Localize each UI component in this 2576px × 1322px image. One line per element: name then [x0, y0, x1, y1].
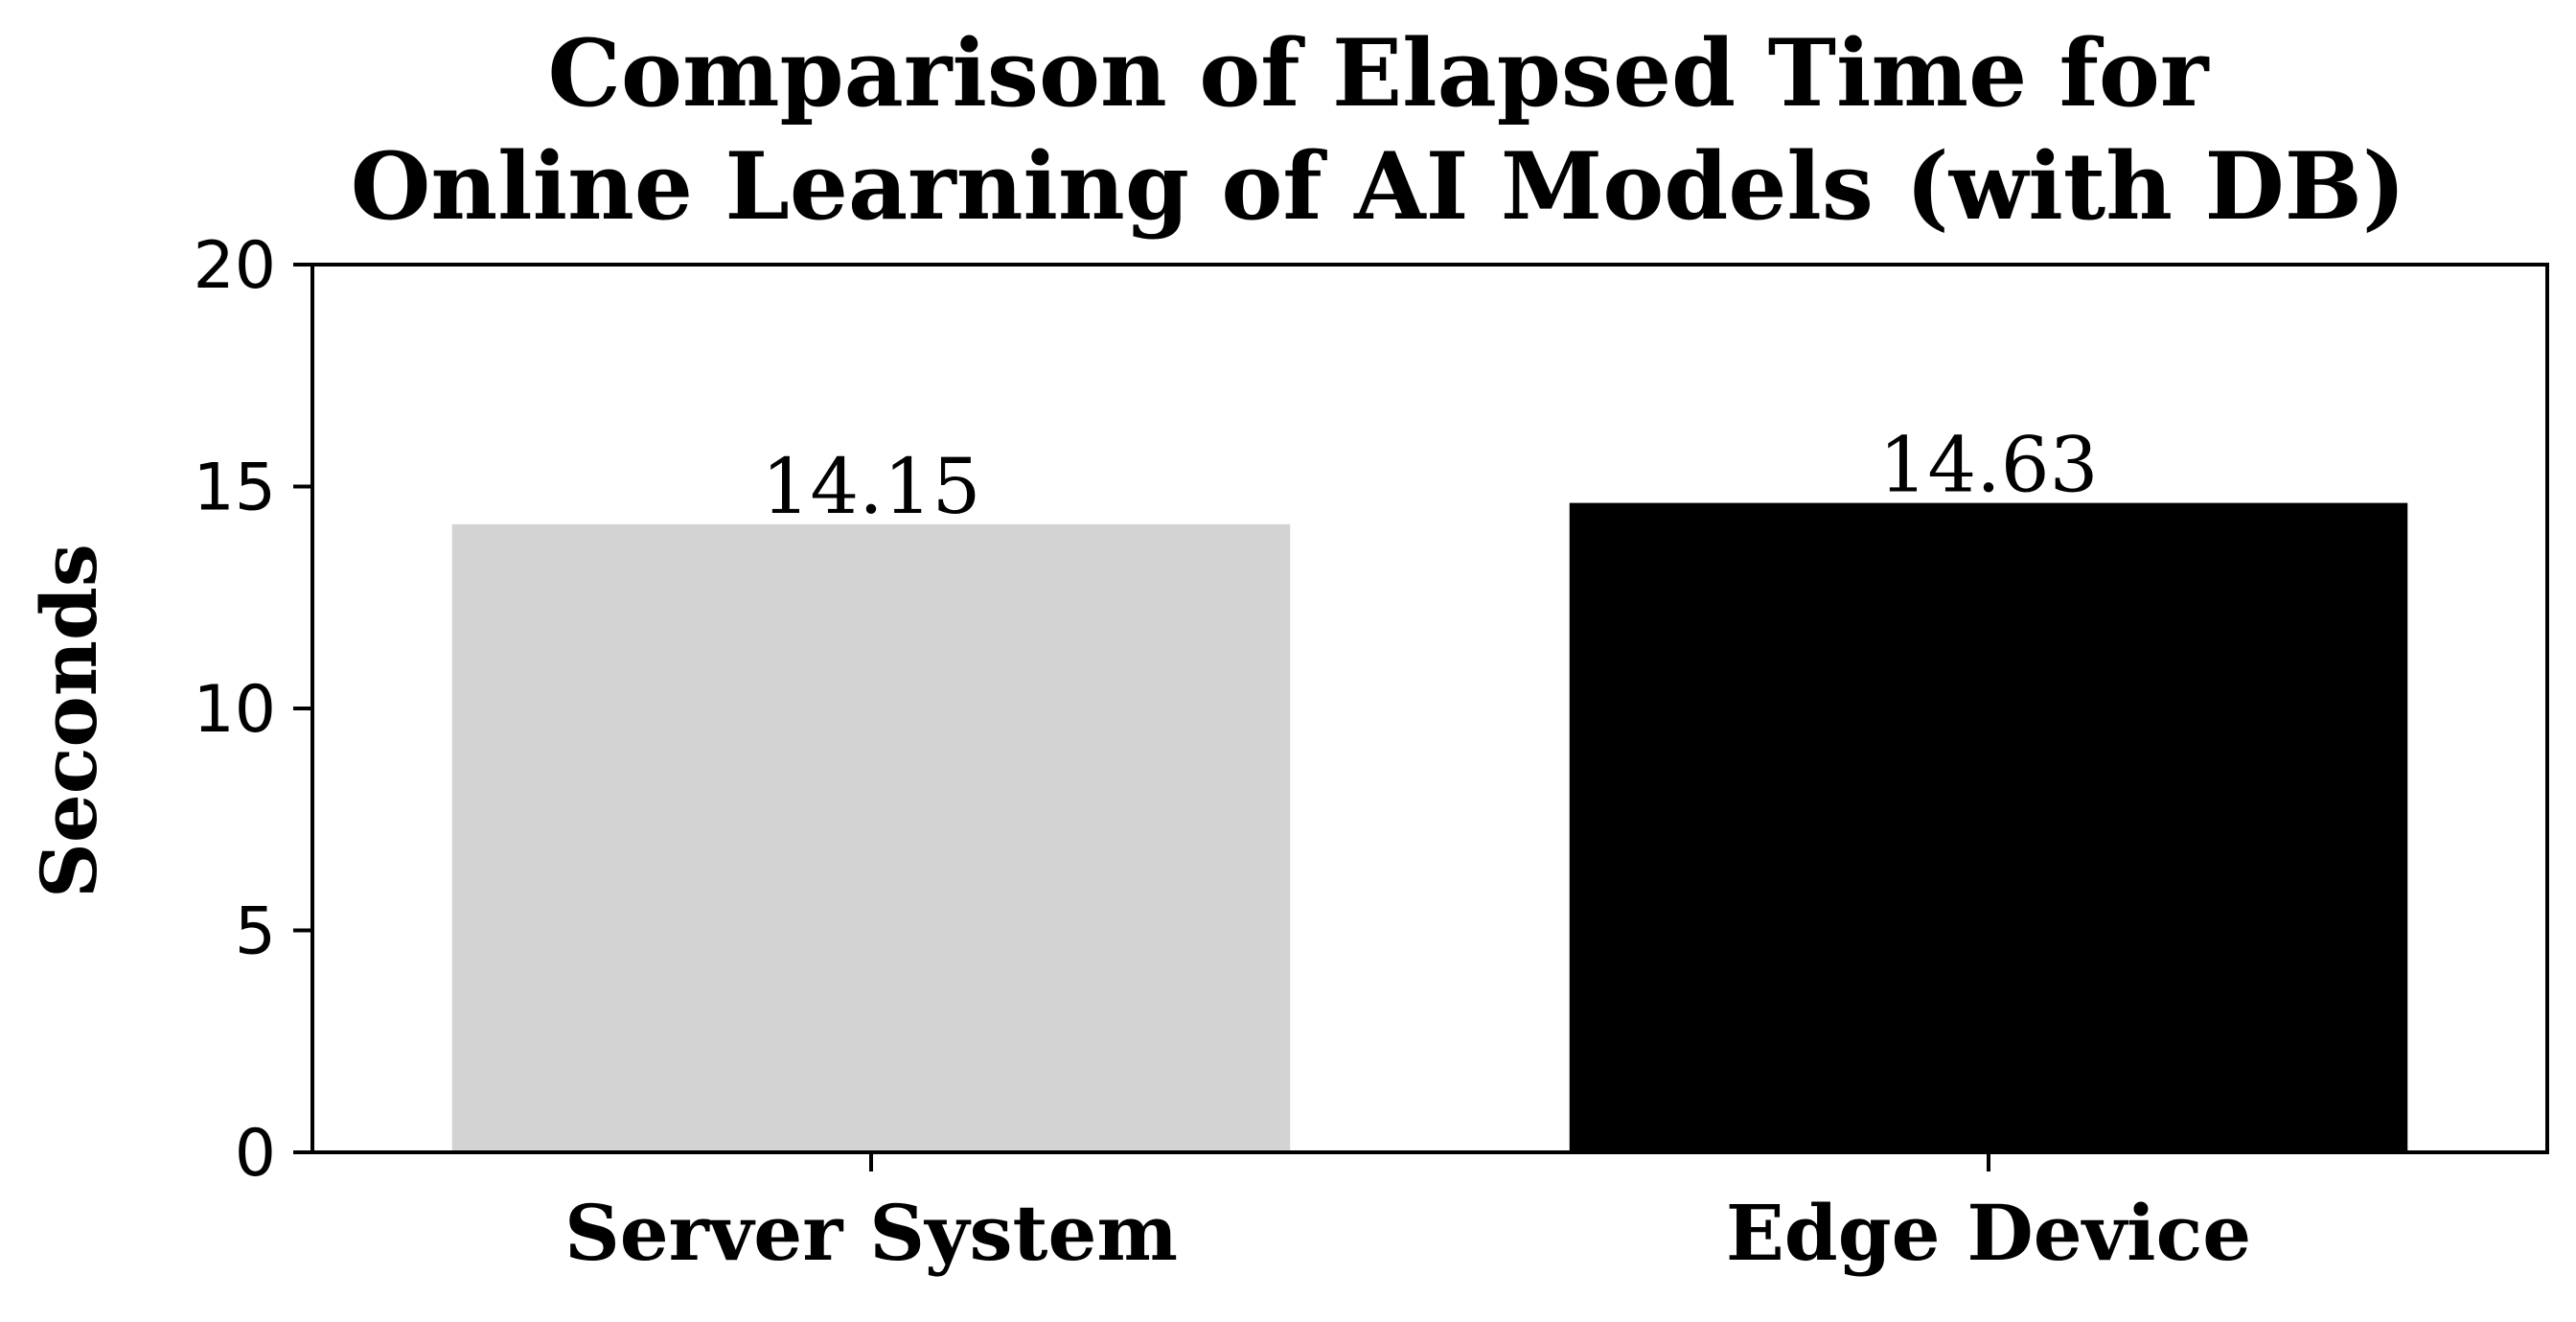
bars-group: [451, 502, 2408, 1152]
data-labels-group: 14.15 14.63: [761, 421, 2098, 531]
x-tick-label: Server System: [564, 1188, 1178, 1278]
x-axis-ticks: Server System Edge Device: [564, 1152, 2251, 1278]
chart-title-line-2: Online Learning of AI Models (with DB): [351, 132, 2406, 241]
chart-title-line-1: Comparison of Elapsed Time for: [548, 19, 2210, 128]
y-tick-label: 15: [193, 451, 276, 526]
y-tick-label: 0: [235, 1116, 276, 1192]
y-tick-label: 20: [193, 228, 276, 304]
x-tick-label: Edge Device: [1726, 1188, 2251, 1278]
y-tick-label: 5: [235, 894, 276, 970]
y-tick-label: 10: [193, 672, 276, 748]
bar-edge-device: [1569, 502, 2408, 1152]
data-label-edge-device: 14.63: [1878, 421, 2098, 510]
y-axis-ticks: 0 5 10 15 20: [193, 228, 312, 1192]
plot-frame: [310, 263, 2549, 1154]
bar-server-system: [451, 523, 1291, 1152]
data-label-server-system: 14.15: [761, 442, 980, 531]
y-axis-label: Seconds: [24, 544, 114, 898]
